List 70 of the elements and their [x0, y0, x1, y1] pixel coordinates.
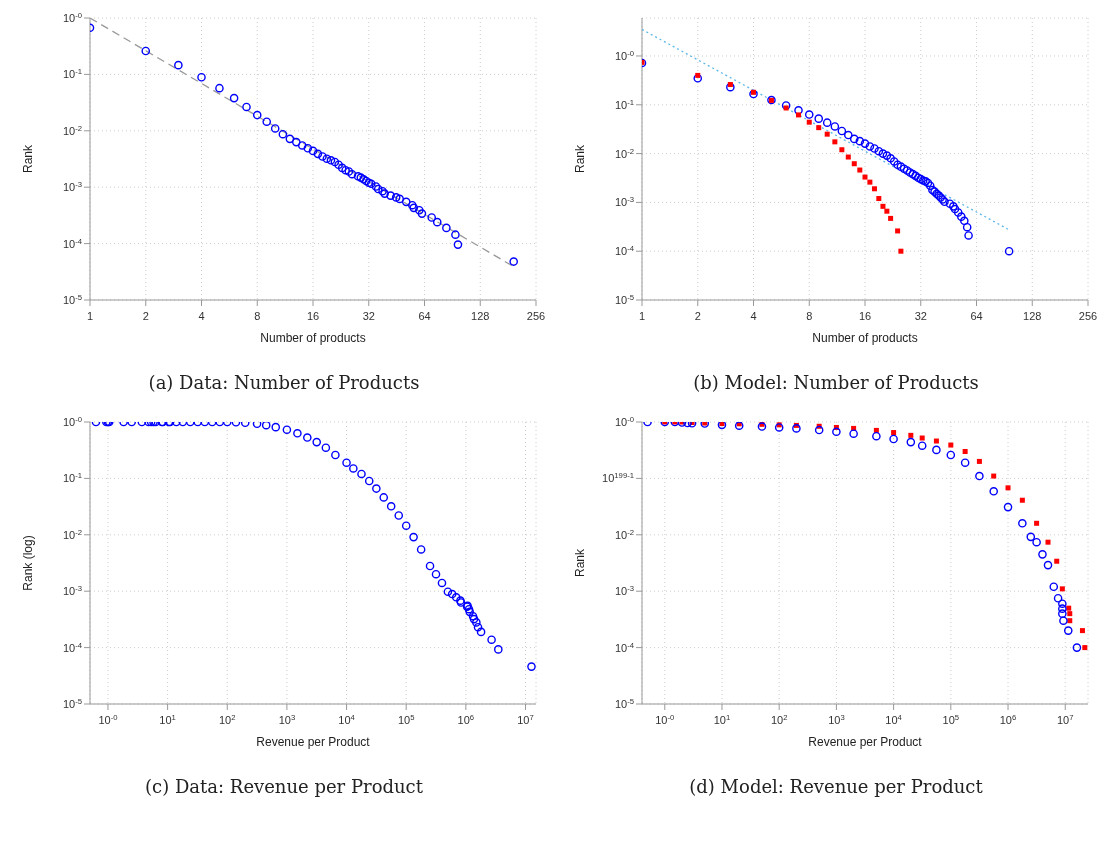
y-tick-label: 10$^{-5}$ [62, 696, 82, 710]
y-tick-label: 10$^{-4}$ [62, 236, 83, 250]
x-tick-label: 64 [970, 310, 983, 322]
y-tick-label: 10$^{-2}$ [614, 146, 634, 160]
y-tick-label: 10$^{-1}$ [614, 97, 634, 111]
y-tick-label: 10$^{-2}$ [614, 527, 634, 541]
y-tick-label: 10$^{-5}$ [614, 292, 634, 306]
text: (a) Data: Number of Products [147, 372, 421, 395]
text: (b) Model: Number of Products [692, 372, 980, 395]
y-tick-label: 10$^{-1}$ [62, 470, 82, 485]
x-tick-label: 128 [471, 310, 490, 322]
x-tick-label: 10$^{4}$ [885, 712, 903, 726]
y-tick-label: 10$^{-3}$ [62, 583, 82, 598]
x-tick-label: 10$^{5}$ [397, 712, 415, 726]
y-tick-label: 10$^{-3}$ [62, 179, 82, 194]
y-tick-label: 10$^{-0}$ [62, 10, 82, 24]
y-tick-label: 10$^{-2}$ [62, 527, 82, 541]
text: (d) Model: Revenue per Product [688, 776, 984, 799]
x-tick-label: 128 [1023, 310, 1042, 322]
x-tick-label: 10$^{-0}$ [655, 712, 675, 726]
y-tick-label: 10$^{-0}$ [62, 414, 82, 428]
y-axis-title: Rank [573, 547, 587, 578]
x-axis-title: Revenue per Product [808, 735, 923, 749]
x-axis-title: Revenue per Product [256, 735, 371, 749]
x-tick-label: 10$^{3}$ [828, 712, 845, 726]
x-tick-label: 10$^{4}$ [338, 712, 356, 726]
x-axis-title: Number of products [812, 331, 918, 345]
x-tick-label: 10$^{2}$ [218, 712, 236, 726]
x-tick-label: 1 [638, 310, 646, 322]
y-tick-label: 10$^{-3}$ [614, 194, 634, 209]
x-tick-label: 32 [914, 310, 927, 322]
x-tick-label: 32 [362, 310, 375, 322]
x-tick-label: 10$^{7}$ [1056, 712, 1074, 726]
x-tick-label: 10$^{1}$ [159, 712, 176, 726]
x-tick-label: 1 [86, 310, 94, 322]
x-tick-label: 4 [198, 310, 205, 322]
x-tick-label: 16 [858, 310, 872, 322]
x-tick-label: 4 [750, 310, 757, 322]
x-tick-label: 10$^{1}$ [713, 712, 731, 726]
y-axis-title: Rank (log) [21, 535, 35, 591]
y-axis-title: Rank [21, 143, 35, 174]
y-tick-label: 10$^{-4}$ [614, 640, 635, 654]
x-tick-label: 256 [526, 310, 546, 322]
x-tick-label: 256 [1078, 310, 1098, 322]
y-tick-label: 10$^{-0}$ [614, 414, 634, 428]
x-tick-label: 10$^{5}$ [942, 712, 960, 726]
y-axis-title: Rank [573, 143, 587, 174]
y-tick-label: 10$^{-1}$ [62, 66, 82, 81]
x-tick-label: 8 [806, 310, 813, 322]
y-tick-label: 10$^{-3}$ [614, 583, 634, 598]
x-tick-label: 2 [694, 310, 701, 322]
x-tick-label: 10$^{6}$ [999, 712, 1017, 726]
x-tick-label: 10$^{-0}$ [98, 712, 118, 726]
y-tick-label: 10$^{199-1}$ [602, 470, 634, 485]
x-tick-label: 10$^{7}$ [517, 712, 534, 726]
x-tick-label: 2 [142, 310, 149, 322]
y-tick-label: 10$^{-5}$ [614, 696, 634, 710]
y-tick-label: 10$^{-5}$ [62, 292, 82, 306]
y-tick-label: 10$^{-4}$ [614, 243, 635, 258]
x-tick-label: 64 [418, 310, 431, 322]
text: (c) Data: Revenue per Product [144, 776, 424, 799]
y-tick-label: 10$^{-2}$ [62, 123, 82, 137]
x-tick-label: 16 [306, 310, 320, 322]
x-tick-label: 10$^{6}$ [457, 712, 475, 726]
x-tick-label: 8 [254, 310, 261, 322]
x-tick-label: 10$^{2}$ [770, 712, 788, 726]
y-tick-label: 10$^{-4}$ [62, 640, 83, 654]
x-axis-title: Number of products [260, 331, 366, 345]
x-tick-label: 10$^{3}$ [278, 712, 296, 726]
y-tick-label: 10$^{-0}$ [614, 48, 634, 62]
